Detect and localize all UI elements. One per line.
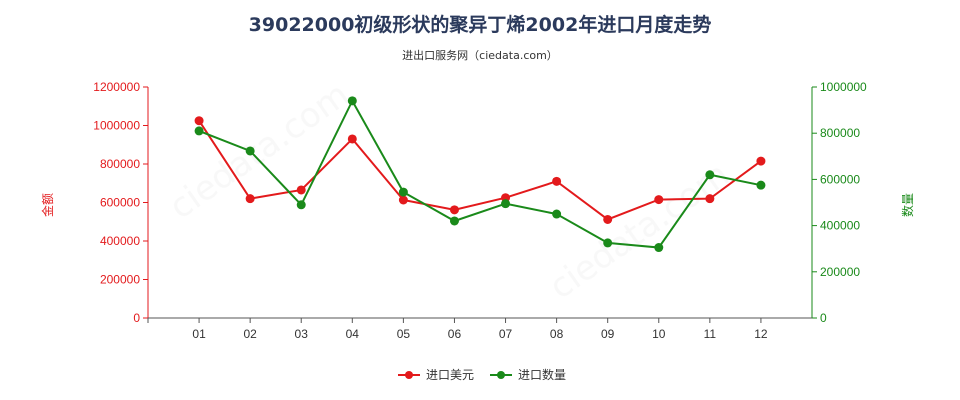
right-tick-label: 200000 xyxy=(820,265,860,279)
series-1-point xyxy=(245,194,255,204)
series-2-point xyxy=(501,199,511,209)
series-1-point xyxy=(552,176,562,186)
series-2-point xyxy=(398,187,408,197)
series-1-point xyxy=(296,185,306,195)
x-tick-label: 01 xyxy=(192,327,206,341)
series-1-point xyxy=(705,194,715,204)
series-1-point xyxy=(449,205,459,215)
right-tick-label: 0 xyxy=(820,311,827,325)
series-2-point xyxy=(603,238,613,248)
series-1-point xyxy=(398,195,408,205)
series-2-point xyxy=(296,200,306,210)
x-tick-label: 03 xyxy=(295,327,309,341)
series-2-point xyxy=(449,216,459,226)
series-2-point xyxy=(347,96,357,106)
legend-marker-1 xyxy=(405,371,413,379)
x-tick-label: 12 xyxy=(754,327,768,341)
series-1-point xyxy=(654,195,664,205)
series-line-1 xyxy=(198,120,762,221)
series-2-point xyxy=(552,209,562,219)
legend-marker-2 xyxy=(497,371,505,379)
left-axis-label: 金额 xyxy=(40,193,55,217)
legend-label-2: 进口数量 xyxy=(518,367,566,382)
right-axis-label: 数量 xyxy=(900,193,915,217)
right-tick-label: 800000 xyxy=(820,126,860,140)
chart-title: 39022000初级形状的聚异丁烯2002年进口月度走势 xyxy=(248,14,712,36)
left-tick-label: 1000000 xyxy=(93,119,140,133)
x-tick-label: 02 xyxy=(243,327,257,341)
right-tick-label: 600000 xyxy=(820,172,860,186)
left-tick-label: 0 xyxy=(133,311,140,325)
x-tick-label: 06 xyxy=(448,327,462,341)
series-2-point xyxy=(654,243,664,253)
x-tick-label: 10 xyxy=(652,327,666,341)
x-tick-label: 04 xyxy=(346,327,360,341)
series-1-point xyxy=(603,214,613,224)
x-tick-label: 08 xyxy=(550,327,564,341)
chart-subtitle: 进出口服务网（ciedata.com） xyxy=(402,49,558,62)
x-tick-label: 09 xyxy=(601,327,615,341)
left-tick-label: 800000 xyxy=(100,157,140,171)
plot-area: 0 200000 400000 600000 800000 1000000 1200000 0… xyxy=(93,80,867,341)
series-2-point xyxy=(705,170,715,180)
series-1-point xyxy=(194,116,204,126)
legend-label-1: 进口美元 xyxy=(426,368,474,382)
right-tick-label: 400000 xyxy=(820,219,860,233)
left-tick-label: 200000 xyxy=(100,273,140,287)
legend: 进口美元 进口数量 xyxy=(398,367,566,382)
right-tick-label: 1000000 xyxy=(820,80,867,94)
x-tick-label: 07 xyxy=(499,327,513,341)
series-2-point xyxy=(756,180,766,190)
x-tick-label: 05 xyxy=(397,327,411,341)
left-tick-label: 400000 xyxy=(100,234,140,248)
watermark: ciedata.com ciedata.com xyxy=(162,75,736,308)
series-line-2 xyxy=(198,98,762,249)
series-2-point xyxy=(245,146,255,156)
left-tick-label: 600000 xyxy=(100,196,140,210)
series-1-point xyxy=(347,134,357,144)
series-2-point xyxy=(194,126,204,136)
x-tick-label: 11 xyxy=(704,327,717,341)
left-tick-label: 1200000 xyxy=(93,80,140,94)
series-1-point xyxy=(756,156,766,166)
